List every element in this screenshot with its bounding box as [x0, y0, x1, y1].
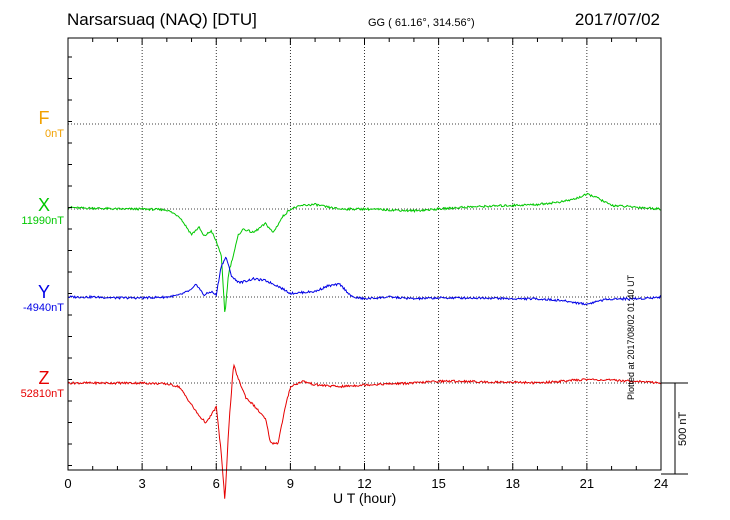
- x-tick-label: 12: [357, 476, 371, 491]
- component-label-f: F 0nT: [14, 108, 65, 141]
- grid-lines: [68, 38, 661, 470]
- x-tick-label: 0: [64, 476, 71, 491]
- plotted-timestamp: Plotted at 2017/08/02 01:40 UT: [626, 274, 636, 400]
- x-axis-label: U T (hour): [333, 490, 397, 506]
- x-tick-label: 21: [580, 476, 594, 491]
- component-letter: F: [38, 108, 50, 128]
- component-label-z: Z 52810nT: [14, 368, 64, 401]
- x-tick-label: 24: [654, 476, 668, 491]
- trace-x: [68, 192, 662, 313]
- component-letter: Z: [38, 368, 50, 388]
- x-tick-label: 3: [139, 476, 146, 491]
- component-label-y: Y -4940nT: [14, 282, 64, 315]
- scale-bar-label: 500 nT: [677, 411, 689, 446]
- x-tick-label: 15: [431, 476, 445, 491]
- trace-group: [67, 192, 662, 499]
- component-letter: X: [37, 195, 50, 215]
- component-baseline: 52810nT: [20, 388, 64, 400]
- station-title: Narsarsuaq (NAQ) [DTU]: [67, 10, 257, 29]
- trace-y: [67, 256, 662, 306]
- x-axis-ticks: 0 3 6 9 12 15 18 21 24: [64, 38, 668, 491]
- x-tick-label: 6: [213, 476, 220, 491]
- x-tick-label: 9: [287, 476, 294, 491]
- component-baseline: 0nT: [45, 128, 64, 140]
- x-tick-label: 18: [506, 476, 520, 491]
- component-baseline: -4940nT: [23, 302, 64, 314]
- component-label-x: X 11990nT: [14, 195, 64, 228]
- plot-date: 2017/07/02: [574, 10, 660, 29]
- scale-bar: [661, 382, 688, 475]
- trace-z: [67, 363, 662, 499]
- geographic-coordinates: GG ( 61.16°, 314.56°): [368, 17, 475, 29]
- component-baseline: 11990nT: [21, 215, 64, 227]
- component-letter: Y: [37, 282, 50, 302]
